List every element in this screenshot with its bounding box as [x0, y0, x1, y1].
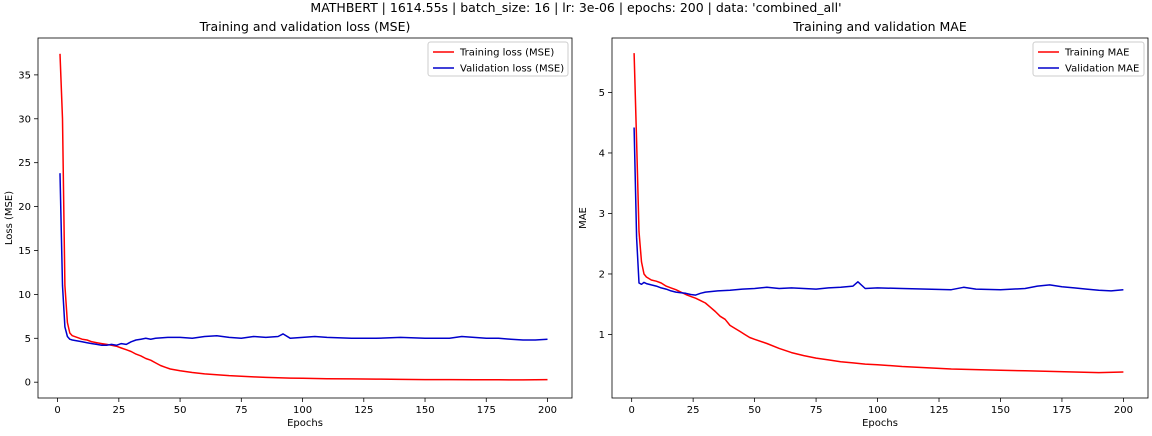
y-tick-label: 3	[599, 209, 605, 220]
y-tick-label: 35	[18, 70, 31, 81]
series-line-validation-mae	[633, 127, 1124, 296]
x-tick-label: 0	[54, 405, 60, 416]
y-tick-label: 15	[18, 246, 31, 257]
x-tick-label: 125	[929, 405, 948, 416]
figure-suptitle: MATHBERT | 1614.55s | batch_size: 16 | l…	[310, 0, 841, 15]
x-tick-label: 100	[293, 405, 312, 416]
y-tick-label: 1	[599, 330, 605, 341]
legend-box	[1032, 41, 1145, 77]
panel-title: Training and validation loss (MSE)	[199, 19, 411, 34]
x-tick-label: 150	[991, 405, 1010, 416]
x-tick-label: 200	[1114, 405, 1133, 416]
plot-frame	[37, 37, 573, 399]
legend-label: Validation loss (MSE)	[460, 64, 564, 75]
loss-panel: Training and validation loss (MSE)0 25 50 7…	[4, 19, 573, 429]
y-tick-label: 4	[599, 148, 605, 159]
legend: Training loss (MSE) Validation loss (MSE)	[427, 41, 569, 77]
y-tick-label: 5	[25, 334, 31, 345]
x-axis-label: Epochs	[287, 418, 323, 429]
panel-title: Training and validation MAE	[792, 19, 967, 34]
x-tick-label: 125	[354, 405, 373, 416]
x-tick-label: 100	[868, 405, 887, 416]
plot-frame	[611, 37, 1149, 399]
legend-label: Validation MAE	[1065, 64, 1139, 75]
y-tick-label: 10	[18, 290, 31, 301]
x-tick-label: 25	[687, 405, 700, 416]
legend-label: Training loss (MSE)	[459, 48, 554, 59]
y-tick-label: 20	[18, 202, 31, 213]
x-tick-label: 175	[1052, 405, 1071, 416]
x-axis-label: Epochs	[862, 418, 898, 429]
legend-box	[427, 41, 569, 77]
series-line-training-mae	[633, 53, 1124, 374]
x-tick-label: 0	[628, 405, 634, 416]
y-tick-label: 25	[18, 158, 31, 169]
x-tick-label: 200	[538, 405, 557, 416]
y-tick-label: 5	[599, 88, 605, 99]
x-tick-label: 75	[235, 405, 248, 416]
legend-label: Training MAE	[1064, 48, 1129, 59]
x-tick-label: 50	[748, 405, 761, 416]
y-tick-label: 0	[25, 378, 31, 389]
y-tick-label: 30	[18, 114, 31, 125]
y-axis-label: Loss (MSE)	[4, 191, 15, 245]
legend: Training MAE Validation MAE	[1032, 41, 1145, 77]
x-tick-label: 25	[112, 405, 125, 416]
y-axis-label: MAE	[578, 207, 589, 229]
series-line-validation-loss-mse	[59, 173, 548, 347]
series-line-training-loss-mse	[59, 53, 548, 381]
x-tick-label: 175	[477, 405, 496, 416]
x-tick-label: 150	[415, 405, 434, 416]
x-tick-label: 50	[174, 405, 187, 416]
y-tick-label: 2	[599, 269, 605, 280]
x-tick-label: 75	[810, 405, 823, 416]
